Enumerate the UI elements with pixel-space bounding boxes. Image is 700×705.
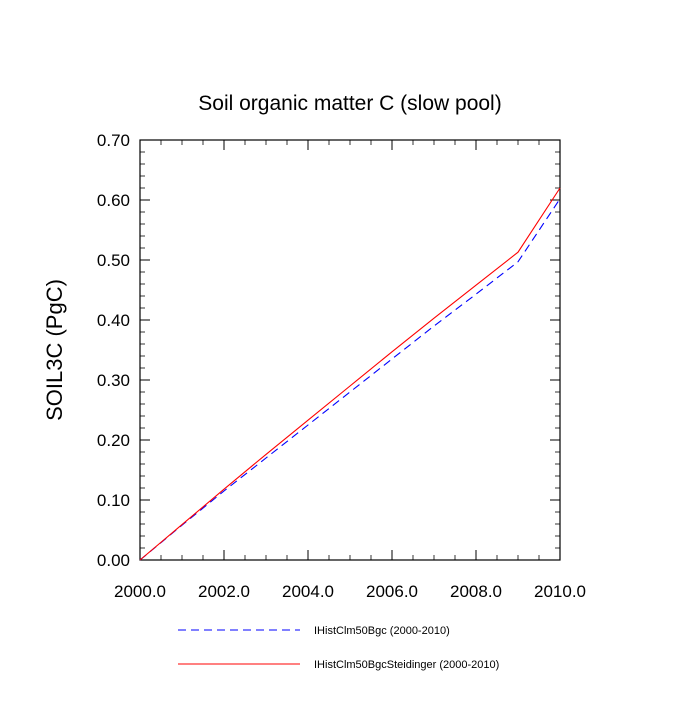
axis-ticks: 0.00 0.10 0.20 0.30 0.40 0.50 0.60 0.70 2000.0 20…: [97, 131, 586, 601]
series-line-1: [139, 198, 561, 561]
y-tick-label: 0.60: [97, 191, 130, 210]
y-tick-label: 0.70: [97, 131, 130, 150]
y-tick-label: 0.30: [97, 371, 130, 390]
y-tick-label: 0.10: [97, 491, 130, 510]
legend: IHistClm50Bgc (2000-2010) IHistClm50BgcSt…: [178, 625, 499, 671]
x-tick-label: 2006.0: [366, 582, 418, 601]
plot-frame: [139, 139, 561, 561]
chart-title: Soil organic matter C (slow pool): [198, 92, 501, 115]
series-lines: [139, 187, 561, 561]
y-axis-label: SOIL3C (PgC): [42, 279, 67, 421]
x-tick-label: 2000.0: [114, 582, 166, 601]
x-tick-label: 2004.0: [282, 582, 334, 601]
y-tick-label: 0.50: [97, 251, 130, 270]
legend-label-1: IHistClm50Bgc (2000-2010): [314, 625, 450, 637]
x-tick-label: 2008.0: [450, 582, 502, 601]
y-tick-label: 0.00: [97, 551, 130, 570]
plot-border: [139, 139, 561, 561]
x-tick-label: 2002.0: [198, 582, 250, 601]
y-tick-label: 0.20: [97, 431, 130, 450]
legend-label-2: IHistClm50BgcSteidinger (2000-2010): [314, 659, 499, 671]
series-line-2: [139, 187, 561, 561]
y-tick-label: 0.40: [97, 311, 130, 330]
x-tick-label: 2010.0: [534, 582, 586, 601]
